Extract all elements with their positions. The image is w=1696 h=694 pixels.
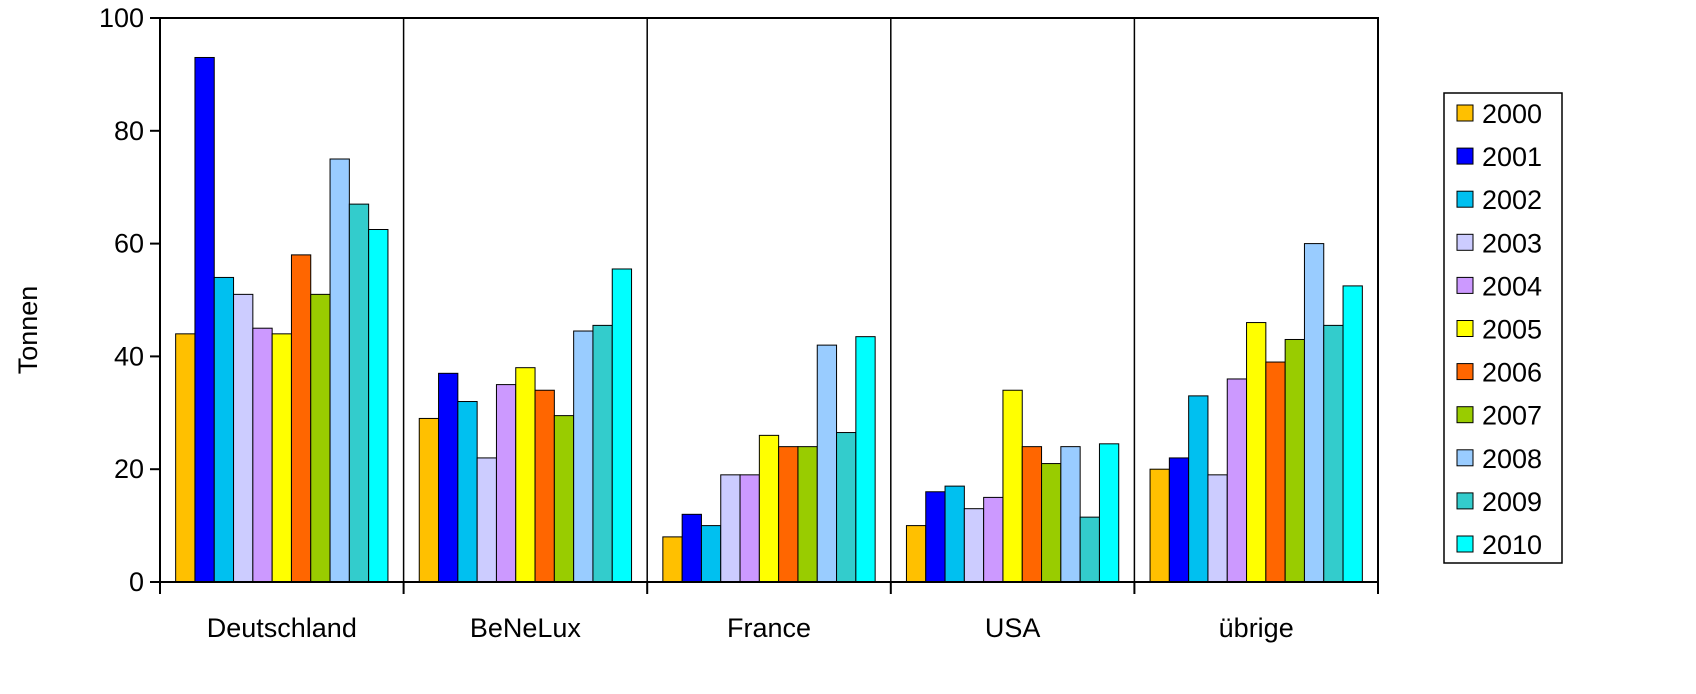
bar-2006-1 — [534, 389, 555, 583]
y-tick-label: 80 — [114, 116, 144, 146]
bar-2001-0 — [194, 56, 215, 583]
bar-2000-0 — [175, 333, 196, 583]
legend-label-2000: 2000 — [1482, 99, 1542, 129]
x-category-label: Deutschland — [207, 613, 357, 643]
bar-2007-1 — [553, 415, 575, 583]
bar-2000-1 — [418, 417, 440, 583]
legend-swatch-2007 — [1456, 406, 1474, 424]
bar-2003-2 — [720, 474, 741, 583]
bar-2006-4 — [1265, 361, 1286, 583]
bar-2002-2 — [700, 525, 722, 583]
bar-2008-3 — [1060, 446, 1081, 583]
bar-2009-1 — [592, 324, 613, 583]
bar-2002-4 — [1188, 395, 1209, 583]
bar-2003-3 — [963, 508, 985, 583]
x-category-label: BeNeLux — [470, 613, 582, 643]
bar-2001-3 — [925, 491, 946, 583]
bar-2010-0 — [368, 229, 389, 583]
bar-2009-4 — [1323, 324, 1344, 583]
legend-label-2003: 2003 — [1482, 228, 1542, 258]
legend-swatch-2006 — [1456, 363, 1474, 381]
bar-2000-4 — [1149, 468, 1170, 583]
bar-2004-4 — [1226, 378, 1248, 583]
legend-swatch-2008 — [1456, 449, 1474, 467]
bar-2009-2 — [836, 432, 857, 583]
bar-2001-4 — [1168, 457, 1190, 583]
bar-2007-0 — [310, 293, 331, 583]
bar-2008-2 — [816, 344, 838, 583]
y-tick-label: 60 — [114, 229, 144, 259]
bar-2002-0 — [213, 276, 235, 583]
legend-label-2006: 2006 — [1482, 358, 1542, 388]
bar-2010-2 — [855, 336, 876, 583]
bar-2009-0 — [348, 203, 370, 583]
bar-2004-0 — [252, 327, 273, 583]
bar-2004-3 — [983, 496, 1004, 583]
y-tick-label: 40 — [114, 341, 144, 371]
bar-2000-2 — [662, 536, 683, 583]
bar-2009-3 — [1079, 516, 1100, 583]
bar-2004-2 — [739, 474, 760, 583]
bar-2008-0 — [329, 158, 350, 583]
bar-2005-4 — [1246, 322, 1267, 583]
bar-2010-4 — [1342, 285, 1363, 583]
bar-2003-4 — [1207, 474, 1228, 583]
legend-label-2005: 2005 — [1482, 315, 1542, 345]
bar-2002-3 — [944, 485, 965, 583]
bar-2006-2 — [778, 446, 799, 583]
bar-2010-1 — [611, 268, 633, 583]
bar-2001-2 — [681, 513, 702, 583]
bars — [175, 56, 1363, 583]
y-axis-label: Tonnen — [13, 286, 43, 375]
legend: 2000 2001 2002 2003 2004 2005 2006 2007 2008 2009… — [1443, 92, 1563, 564]
bar-2008-4 — [1303, 243, 1325, 583]
y-tick-label: 20 — [114, 454, 144, 484]
legend-swatch-2004 — [1456, 276, 1474, 294]
bar-2010-3 — [1098, 443, 1120, 583]
legend-label-2004: 2004 — [1482, 271, 1542, 301]
legend-label-2007: 2007 — [1482, 401, 1542, 431]
bar-2006-0 — [290, 254, 312, 583]
bar-2008-1 — [573, 330, 594, 583]
bar-2002-1 — [457, 401, 478, 583]
legend-label-2008: 2008 — [1482, 444, 1542, 474]
legend-label-2009: 2009 — [1482, 487, 1542, 517]
bar-2005-0 — [271, 333, 292, 583]
legend-swatch-2003 — [1456, 233, 1474, 251]
legend-label-2010: 2010 — [1482, 530, 1542, 560]
bar-2004-1 — [495, 384, 517, 583]
x-category-label: France — [727, 613, 811, 643]
legend-label-2001: 2001 — [1482, 142, 1542, 172]
x-category-label: übrige — [1219, 613, 1294, 643]
bar-2003-0 — [233, 293, 254, 583]
y-tick-label: 0 — [129, 567, 144, 597]
bar-2005-2 — [758, 434, 780, 583]
legend-swatch-2009 — [1456, 492, 1474, 510]
bar-2007-3 — [1041, 463, 1062, 583]
legend-swatch-2002 — [1456, 190, 1474, 208]
legend-swatch-2010 — [1456, 535, 1474, 553]
bar-2005-3 — [1002, 389, 1023, 583]
legend-swatch-2001 — [1456, 147, 1474, 165]
y-tick-label: 100 — [99, 3, 144, 33]
bar-2007-2 — [797, 446, 818, 583]
bar-2005-1 — [515, 367, 536, 583]
x-category-label: USA — [985, 613, 1041, 643]
legend-swatch-2005 — [1456, 320, 1474, 337]
bar-2006-3 — [1021, 446, 1043, 583]
legend-label-2002: 2002 — [1482, 185, 1542, 215]
axes: 0 20 40 60 80 100 Deutschland BeNeLux France USA ü… — [99, 3, 1379, 643]
legend-swatch-2000 — [1456, 104, 1474, 122]
bar-2003-1 — [476, 457, 497, 583]
bar-2007-4 — [1284, 338, 1305, 583]
bar-2001-1 — [438, 372, 459, 583]
bar-2000-3 — [905, 525, 927, 583]
